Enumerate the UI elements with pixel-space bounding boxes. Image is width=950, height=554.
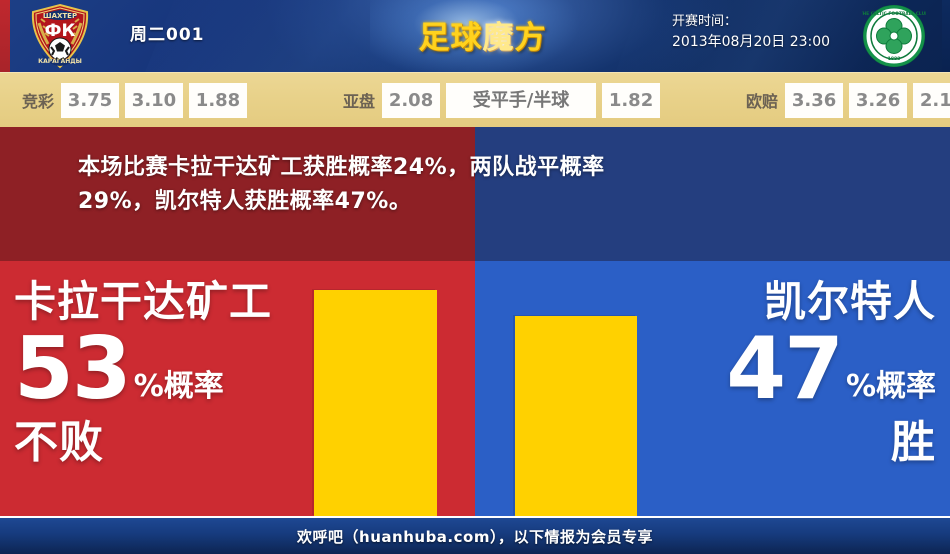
- home-percent-row: 53 %概率: [14, 319, 304, 419]
- odds-group-label: 欧赔: [746, 92, 779, 111]
- kickoff-value: 2013年08月20日 23:00: [672, 34, 831, 50]
- away-verdict: 胜: [891, 417, 936, 468]
- home-percent-suffix: %概率: [133, 369, 224, 404]
- kickoff-label: 开赛时间：: [672, 14, 738, 29]
- kickoff-info: 开赛时间： 2013年08月20日 23:00: [672, 12, 830, 52]
- probability-panels: 本场比赛卡拉干达矿工获胜概率24%，两队战平概率 29%，凯尔特人获胜概率47%…: [0, 127, 950, 516]
- shakhter-karagandy-crest-icon: ШАХТЕР ФК КАРАГАНДЫ: [27, 3, 93, 69]
- home-verdict: 不败: [14, 417, 104, 468]
- odds-group-oupei: 欧赔 3.36 3.26 2.10: [746, 73, 950, 128]
- footer-bar: 欢呼吧（huanhuba.com），以下情报为会员专享: [0, 518, 950, 554]
- odds-cell-yp-away[interactable]: 1.82: [602, 82, 661, 118]
- away-percent-value: 47: [726, 319, 844, 419]
- odds-cell-jc-home[interactable]: 3.75: [61, 82, 120, 118]
- summary-banner-text: 本场比赛卡拉干达矿工获胜概率24%，两队战平概率 29%，凯尔特人获胜概率47%…: [78, 151, 878, 219]
- odds-cell-jc-draw[interactable]: 3.10: [125, 82, 184, 118]
- logo-text-mid: 魔: [482, 20, 515, 56]
- odds-group-label: 亚盘: [343, 92, 376, 111]
- banner-left-background: [0, 127, 475, 261]
- odds-cell-op-home[interactable]: 3.36: [785, 82, 844, 118]
- logo-text: 足球魔方: [400, 12, 565, 57]
- odds-cell-jc-away[interactable]: 1.88: [189, 82, 248, 118]
- footer-divider: [0, 516, 950, 518]
- home-team-block: 卡拉干达矿工 53 %概率 不败: [14, 277, 304, 469]
- svg-text:ФК: ФК: [45, 21, 76, 41]
- banner-right-background: [475, 127, 950, 261]
- svg-text:THE CELTIC FOOTBALL CLUB: THE CELTIC FOOTBALL CLUB: [862, 11, 926, 17]
- away-team-name: 凯尔特人: [763, 277, 936, 326]
- logo-text-right: 方: [514, 20, 547, 56]
- odds-bar: 竞彩 3.75 3.10 1.88 亚盘 2.08 受平手/半球 1.82 欧赔…: [0, 72, 950, 127]
- summary-line-2: 29%，凯尔特人获胜概率47%。: [78, 189, 412, 214]
- away-percent-suffix: %概率: [845, 369, 936, 404]
- away-probability-bar: [515, 316, 637, 516]
- odds-cell-yp-handicap[interactable]: 受平手/半球: [446, 82, 597, 118]
- away-percent-row: 47 %概率: [648, 319, 936, 419]
- summary-line-1: 本场比赛卡拉干达矿工获胜概率24%，两队战平概率: [78, 155, 605, 180]
- header-right-blue-stripe: [942, 0, 950, 72]
- home-team-name: 卡拉干达矿工: [14, 277, 273, 326]
- home-percent-value: 53: [14, 319, 132, 419]
- odds-group-jingcai: 竞彩 3.75 3.10 1.88: [22, 73, 253, 128]
- away-team-block: 凯尔特人 47 %概率 胜: [648, 277, 936, 469]
- svg-text:1888: 1888: [888, 56, 901, 62]
- odds-cell-op-away[interactable]: 2.10: [913, 82, 950, 118]
- odds-group-label: 竞彩: [22, 92, 55, 111]
- header-left-red-stripe: [0, 0, 10, 72]
- site-logo[interactable]: 足球魔方: [370, 0, 600, 72]
- footer-text: 欢呼吧（huanhuba.com），以下情报为会员专享: [297, 527, 653, 546]
- svg-text:КАРАГАНДЫ: КАРАГАНДЫ: [38, 58, 82, 65]
- home-probability-bar: [314, 290, 437, 516]
- svg-text:ШАХТЕР: ШАХТЕР: [43, 12, 77, 20]
- odds-cell-yp-home[interactable]: 2.08: [382, 82, 441, 118]
- odds-group-yapan: 亚盘 2.08 受平手/半球 1.82: [343, 73, 666, 128]
- celtic-fc-crest-icon: THE CELTIC FOOTBALL CLUB 1888: [860, 4, 929, 68]
- logo-text-left: 足球: [418, 20, 483, 56]
- odds-cell-op-draw[interactable]: 3.26: [849, 82, 908, 118]
- match-number: 周二001: [130, 25, 205, 45]
- header-bar: ШАХТЕР ФК КАРАГАНДЫ 周二001 足球魔方 开赛时间： 201…: [0, 0, 950, 72]
